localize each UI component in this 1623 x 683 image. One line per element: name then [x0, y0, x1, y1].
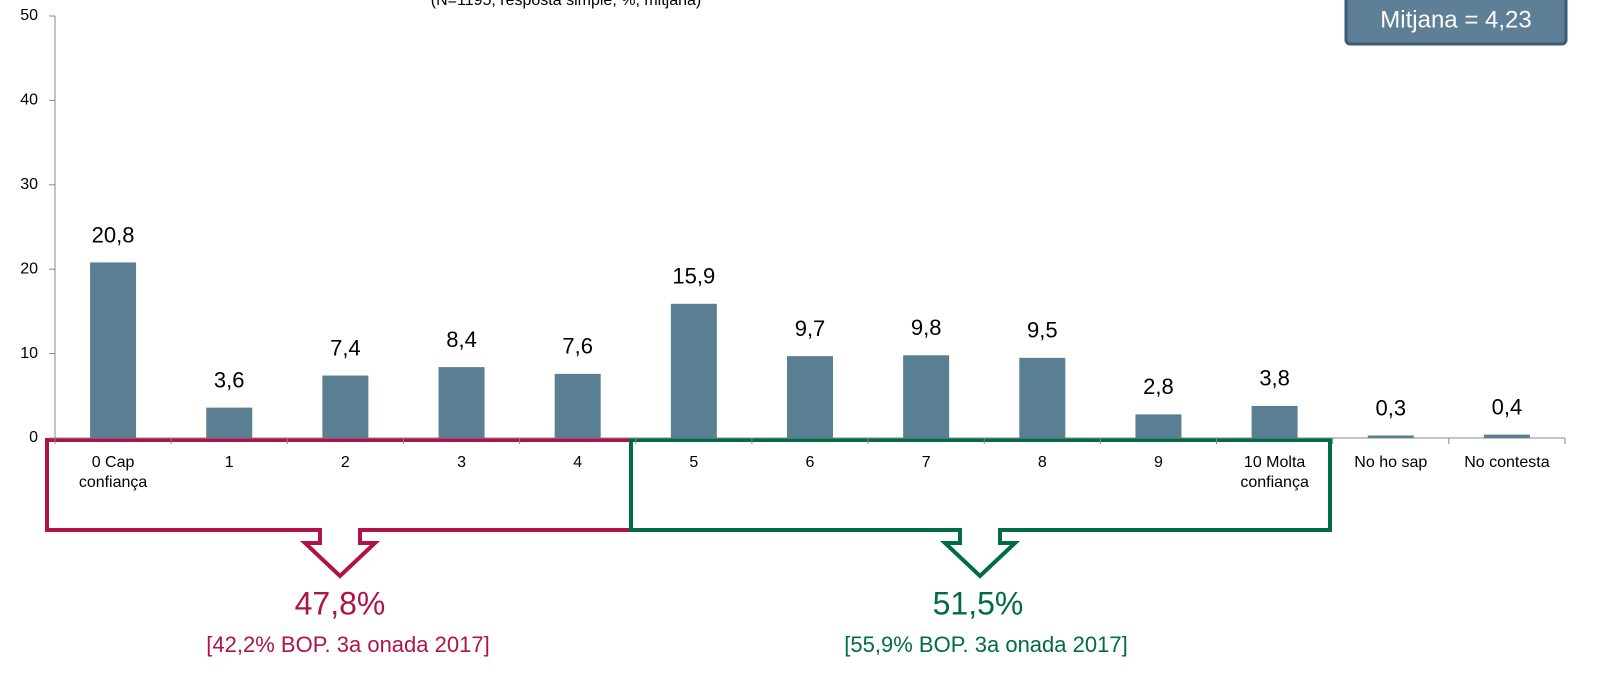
bar — [1135, 414, 1182, 438]
x-tick-label: 6 — [805, 454, 815, 471]
bar — [322, 375, 369, 438]
y-tick-label: 10 — [20, 345, 38, 362]
value-label: 7,4 — [330, 335, 361, 360]
bar — [90, 262, 137, 438]
bar — [670, 303, 717, 438]
group-total: 47,8% — [295, 585, 386, 621]
value-label: 3,8 — [1259, 366, 1290, 391]
value-label: 9,8 — [911, 315, 942, 340]
mean-box — [1344, 0, 1568, 46]
x-tick-label: No contesta — [1464, 454, 1550, 471]
bar — [554, 373, 601, 438]
group-total: 51,5% — [933, 585, 1024, 621]
value-label: 2,8 — [1143, 374, 1174, 399]
value-label: 0,3 — [1375, 395, 1406, 420]
y-tick-label: 0 — [29, 429, 38, 446]
value-label: 9,5 — [1027, 318, 1058, 343]
value-label: 3,6 — [214, 367, 245, 392]
mean-label: Mitjana = 4,23 — [1380, 6, 1531, 33]
bar — [787, 356, 833, 438]
x-tick-label: 2 — [340, 454, 350, 471]
bar — [1251, 405, 1298, 438]
bar — [206, 407, 253, 438]
y-tick-label: 30 — [20, 176, 38, 193]
bar — [438, 367, 485, 438]
value-label: 8,4 — [446, 327, 477, 352]
bar — [1367, 435, 1414, 438]
x-tick-label: 0 Cap confiança — [78, 454, 148, 491]
value-label: 15,9 — [672, 264, 715, 289]
x-tick-label: 5 — [689, 454, 699, 471]
group-note: [55,9% BOP. 3a onada 2017] — [844, 632, 1127, 657]
red-bracket — [45, 438, 631, 579]
x-tick-label: 1 — [224, 454, 234, 471]
value-label: 9,7 — [795, 316, 826, 341]
group-note: [42,2% BOP. 3a onada 2017] — [206, 632, 489, 657]
x-tick-label: 10 Molta confiança — [1240, 454, 1309, 491]
x-tick-label: 8 — [1037, 454, 1047, 471]
bar — [1483, 434, 1530, 438]
x-tick-label: 3 — [457, 454, 466, 471]
x-tick-label: 4 — [573, 454, 583, 471]
value-label: 20,8 — [92, 222, 135, 247]
x-tick-label: No ho sap — [1354, 454, 1428, 471]
chart-subtitle: (N=1195; resposta simple; %; mitjana) — [431, 0, 701, 9]
y-tick-label: 20 — [20, 260, 38, 277]
x-tick-label: 7 — [921, 454, 931, 471]
bar — [1019, 357, 1066, 438]
y-tick-label: 50 — [20, 7, 38, 24]
y-tick-label: 40 — [20, 92, 38, 109]
bar — [903, 355, 950, 438]
green-bracket — [629, 438, 1332, 579]
value-label: 7,6 — [562, 334, 593, 359]
x-tick-label: 9 — [1154, 454, 1163, 471]
value-label: 0,4 — [1492, 394, 1523, 419]
